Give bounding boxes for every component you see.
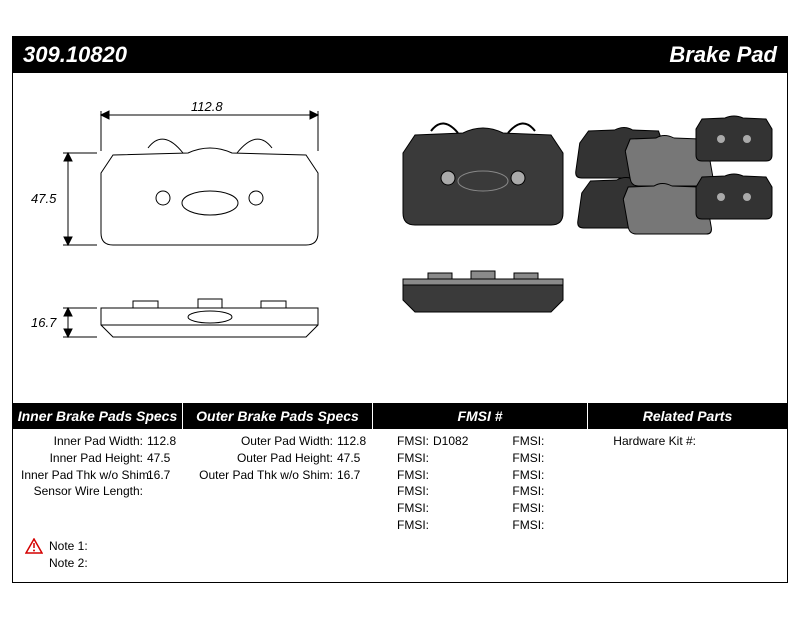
related-col: Hardware Kit #: bbox=[588, 433, 787, 534]
inner-height-label: Inner Pad Height: bbox=[21, 450, 143, 467]
specs-header-bar: Inner Brake Pads Specs Outer Brake Pads … bbox=[13, 403, 787, 429]
fmsi-label-9: FMSI: bbox=[508, 467, 544, 484]
fmsi-col: FMSI:D1082 FMSI: FMSI: FMSI: FMSI: FMSI:… bbox=[373, 433, 588, 534]
inner-width-value: 112.8 bbox=[143, 433, 176, 450]
col-head-related: Related Parts bbox=[588, 403, 787, 429]
fmsi-label-8: FMSI: bbox=[508, 450, 544, 467]
outer-thk-value: 16.7 bbox=[333, 467, 360, 484]
col-head-inner: Inner Brake Pads Specs bbox=[13, 403, 183, 429]
hardware-value bbox=[696, 433, 700, 450]
notes-section: Note 1: Note 2: bbox=[25, 538, 88, 572]
col-head-fmsi: FMSI # bbox=[373, 403, 588, 429]
diagram-area: 112.8 47.5 16.7 bbox=[13, 73, 787, 403]
product-title: Brake Pad bbox=[669, 42, 777, 68]
product-photos bbox=[573, 103, 783, 263]
fmsi-label-7: FMSI: bbox=[508, 433, 544, 450]
inner-height-value: 47.5 bbox=[143, 450, 170, 467]
inner-thk-label: Inner Pad Thk w/o Shim: bbox=[21, 467, 143, 484]
outer-width-label: Outer Pad Width: bbox=[191, 433, 333, 450]
specs-body: Inner Pad Width:112.8 Inner Pad Height:4… bbox=[13, 429, 787, 534]
dim-width: 112.8 bbox=[191, 99, 223, 114]
fmsi-label-1: FMSI: bbox=[393, 433, 429, 450]
dim-thickness: 16.7 bbox=[31, 315, 57, 330]
part-number: 309.10820 bbox=[23, 42, 127, 68]
header-bar: 309.10820 Brake Pad bbox=[13, 37, 787, 73]
note2: Note 2: bbox=[49, 555, 88, 572]
sensor-label: Sensor Wire Length: bbox=[21, 483, 143, 500]
outer-width-value: 112.8 bbox=[333, 433, 366, 450]
col-head-outer: Outer Brake Pads Specs bbox=[183, 403, 373, 429]
fmsi-label-10: FMSI: bbox=[508, 483, 544, 500]
inner-thk-value: 16.7 bbox=[143, 467, 170, 484]
outer-height-value: 47.5 bbox=[333, 450, 360, 467]
fmsi-value-1: D1082 bbox=[429, 433, 468, 450]
fmsi-label-6: FMSI: bbox=[393, 517, 429, 534]
dim-height: 47.5 bbox=[31, 191, 57, 206]
fmsi-label-5: FMSI: bbox=[393, 500, 429, 517]
warning-icon bbox=[25, 538, 43, 554]
spec-sheet-frame: 309.10820 Brake Pad bbox=[12, 36, 788, 583]
inner-specs-col: Inner Pad Width:112.8 Inner Pad Height:4… bbox=[13, 433, 183, 534]
outer-thk-label: Outer Pad Thk w/o Shim: bbox=[191, 467, 333, 484]
technical-drawing: 112.8 47.5 16.7 bbox=[13, 73, 393, 403]
shaded-drawing bbox=[393, 113, 573, 373]
fmsi-label-12: FMSI: bbox=[508, 517, 544, 534]
fmsi-label-2: FMSI: bbox=[393, 450, 429, 467]
fmsi-label-11: FMSI: bbox=[508, 500, 544, 517]
fmsi-label-4: FMSI: bbox=[393, 483, 429, 500]
sensor-value bbox=[143, 483, 147, 500]
inner-width-label: Inner Pad Width: bbox=[21, 433, 143, 450]
outer-height-label: Outer Pad Height: bbox=[191, 450, 333, 467]
hardware-label: Hardware Kit #: bbox=[596, 433, 696, 450]
outer-specs-col: Outer Pad Width:112.8 Outer Pad Height:4… bbox=[183, 433, 373, 534]
note1: Note 1: bbox=[49, 538, 88, 555]
fmsi-label-3: FMSI: bbox=[393, 467, 429, 484]
